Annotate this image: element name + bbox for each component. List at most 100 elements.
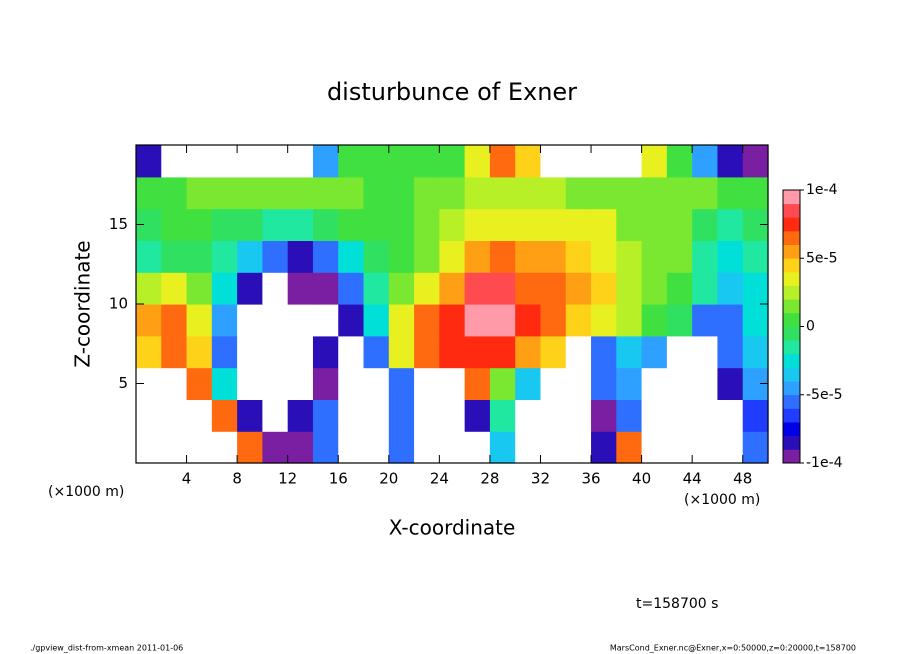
heat-cell <box>237 335 263 369</box>
heat-cell <box>489 431 516 464</box>
heat-cell <box>136 335 162 369</box>
x-tick-label: 4 <box>182 470 192 488</box>
heat-cell <box>641 272 668 305</box>
heat-cell <box>717 208 744 241</box>
colorbar-band <box>783 312 800 327</box>
heat-cell <box>338 431 365 464</box>
x-tick-label: 20 <box>379 470 398 488</box>
x-tick-label: 32 <box>531 470 550 488</box>
heat-cell <box>666 272 693 305</box>
heat-cell <box>363 367 390 400</box>
heat-cell <box>363 145 390 178</box>
footer: ./gpview_dist-from-xmean 2011-01-06 <box>30 644 183 653</box>
colorbar-band <box>783 408 800 423</box>
heat-cell <box>287 176 314 210</box>
heat-cell <box>388 145 415 178</box>
heat-cell <box>161 272 188 305</box>
heat-cell <box>692 335 719 369</box>
heat-cell <box>489 272 516 305</box>
heat-cell <box>717 272 744 305</box>
heat-cell <box>439 304 466 337</box>
heat-cell <box>464 304 491 337</box>
heat-cell <box>414 240 440 273</box>
heat-cell <box>211 240 238 273</box>
colorbar-band <box>783 394 800 409</box>
heat-cell <box>717 431 744 464</box>
colorbar-tick-label: 0 <box>806 319 815 335</box>
heat-cell <box>591 399 617 432</box>
heat-cell <box>262 272 289 305</box>
colorbar-band <box>783 326 800 341</box>
heat-cell <box>742 335 769 369</box>
heat-cell <box>237 208 263 241</box>
heat-cell <box>414 304 440 337</box>
heat-cell <box>439 399 466 432</box>
heat-cell <box>338 272 365 305</box>
heat-cell <box>692 304 719 337</box>
heat-cell <box>338 176 365 210</box>
heat-cell <box>742 240 769 273</box>
colorbar-band <box>783 244 800 259</box>
heat-cell <box>616 208 643 241</box>
heat-cell <box>540 145 567 178</box>
heat-cell <box>591 335 617 369</box>
heat-cell <box>186 431 213 464</box>
colorbar-band <box>783 203 800 218</box>
y-tick-label: 5 <box>118 374 128 392</box>
heat-cell <box>338 240 365 273</box>
heat-cell <box>312 240 339 273</box>
colorbar-band <box>783 367 800 382</box>
heat-cell <box>388 431 415 464</box>
heat-cell <box>464 399 491 432</box>
heat-cell <box>464 208 491 241</box>
heat-cell <box>515 272 542 305</box>
heat-cell <box>515 304 542 337</box>
heat-cell <box>742 272 769 305</box>
heat-cell <box>262 431 289 464</box>
x-tick-label: 16 <box>329 470 348 488</box>
heat-cell <box>616 335 643 369</box>
colorbar-band <box>783 340 800 355</box>
heat-cell <box>591 304 617 337</box>
heat-cell <box>211 145 238 178</box>
heat-cell <box>388 335 415 369</box>
heat-cell <box>312 145 339 178</box>
heat-cell <box>414 367 440 400</box>
heat-cell <box>161 399 188 432</box>
heat-cell <box>414 335 440 369</box>
heat-cell <box>237 304 263 337</box>
heat-cell <box>338 304 365 337</box>
colorbar-band <box>783 230 800 245</box>
heat-cell <box>338 335 365 369</box>
heat-cell <box>287 208 314 241</box>
heat-cell <box>591 145 617 178</box>
heat-cell <box>565 367 592 400</box>
heat-cell <box>136 240 162 273</box>
x-unit: (×1000 m) <box>48 484 124 500</box>
heat-cell <box>591 240 617 273</box>
heat-cell <box>186 335 213 369</box>
x-tick-label: 40 <box>632 470 651 488</box>
heat-cell <box>211 304 238 337</box>
heat-cell <box>591 272 617 305</box>
chart-title: disturbunce of Exner <box>327 78 577 106</box>
heat-cell <box>312 367 339 400</box>
heat-cell <box>692 145 719 178</box>
heat-cell <box>312 335 339 369</box>
heat-cell <box>414 431 440 464</box>
colorbar-tick-label: 1e-4 <box>806 182 838 198</box>
heat-cell <box>489 399 516 432</box>
heat-cell <box>666 399 693 432</box>
heat-cell <box>515 399 542 432</box>
heat-cell <box>717 176 744 210</box>
heat-cell <box>540 272 567 305</box>
heat-cell <box>717 335 744 369</box>
heat-cell <box>515 145 542 178</box>
heat-cell <box>666 304 693 337</box>
heat-cell <box>742 304 769 337</box>
heat-cell <box>666 335 693 369</box>
heat-cell <box>641 431 668 464</box>
colorbar-band <box>783 422 800 437</box>
heat-cell <box>312 176 339 210</box>
